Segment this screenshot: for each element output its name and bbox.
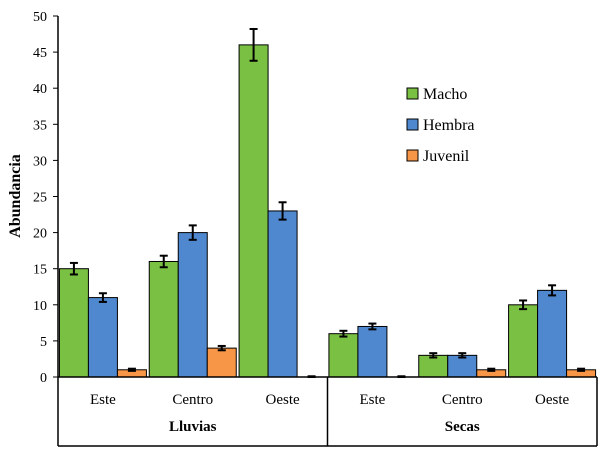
y-tick-label: 45 [33, 46, 47, 61]
bar-hembra [87, 297, 118, 378]
y-tick-label: 20 [33, 227, 47, 242]
y-tick-label: 5 [40, 335, 47, 350]
legend: Macho Hembra Juvenil [406, 86, 475, 165]
bar-hembra [357, 325, 388, 378]
y-tick-label: 50 [33, 10, 47, 25]
group-label: Secas [445, 419, 480, 435]
bar-macho [238, 44, 269, 378]
x-category-label: Oeste [266, 392, 300, 408]
bar-macho [508, 304, 539, 378]
y-tick-label: 25 [33, 191, 47, 206]
x-category-label: Oeste [535, 392, 569, 408]
x-category-label: Centro [442, 392, 483, 408]
bar-macho [148, 260, 179, 378]
legend-swatch-hembra [406, 118, 419, 131]
group-label: Lluvias [169, 419, 217, 435]
bar-macho [328, 333, 359, 378]
bars-layer [58, 27, 597, 378]
bar-hembra [537, 289, 568, 378]
legend-label: Hembra [423, 117, 475, 134]
bar-macho [58, 268, 89, 378]
y-tick-label: 15 [33, 263, 47, 278]
x-category-label: Centro [172, 392, 213, 408]
legend-swatch-macho [406, 87, 419, 100]
y-tick-label: 30 [33, 154, 47, 169]
axes-layer [57, 16, 598, 447]
y-axis-title: Abundancia [7, 154, 24, 238]
bar-hembra [267, 210, 298, 378]
bar-hembra [447, 354, 478, 378]
bar-macho [418, 354, 449, 378]
x-category-label: Este [90, 392, 116, 408]
bar-hembra [177, 232, 208, 378]
legend-label: Juvenil [423, 148, 470, 165]
legend-swatch-juvenil [406, 149, 419, 162]
x-category-label: Este [360, 392, 386, 408]
y-tick-label: 40 [33, 82, 47, 97]
y-axis-ticks: 0 5 10 15 20 25 30 35 40 45 50 [33, 10, 58, 386]
y-tick-label: 35 [33, 118, 47, 133]
legend-label: Macho [423, 86, 467, 103]
bar-juvenil [206, 347, 237, 378]
x-axis-categories: Este Centro Oeste Este Centro Oeste Lluvias Sec… [90, 392, 569, 435]
y-tick-label: 10 [33, 299, 47, 314]
y-tick-label: 0 [40, 371, 47, 386]
